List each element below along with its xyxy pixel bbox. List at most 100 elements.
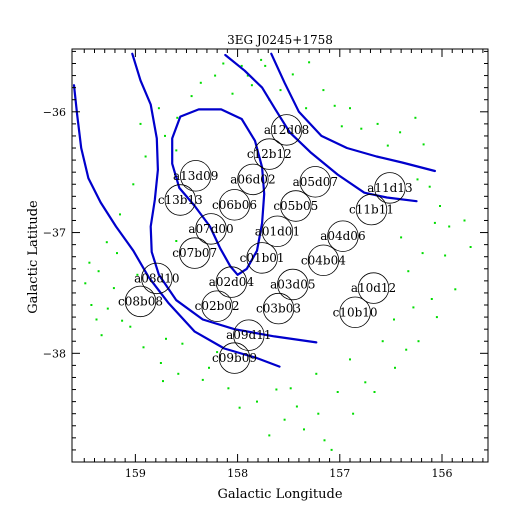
field-circle	[374, 172, 406, 204]
data-point	[88, 261, 91, 264]
data-point	[139, 122, 142, 125]
field-label: a03d05	[270, 278, 315, 292]
field-circle	[215, 266, 248, 298]
field-marker: c08b08	[118, 285, 163, 318]
field-circle	[201, 290, 233, 322]
field-marker: a03d05	[270, 268, 315, 301]
data-point	[238, 406, 241, 409]
contour-line	[270, 52, 436, 173]
field-label: c06b06	[212, 198, 257, 212]
field-label: a01d01	[255, 224, 300, 238]
data-point	[97, 270, 100, 273]
field-circle	[357, 272, 390, 304]
data-point	[157, 107, 160, 110]
data-point	[323, 439, 326, 442]
data-point	[176, 116, 179, 119]
data-point	[275, 388, 278, 391]
data-point	[279, 89, 282, 92]
field-label: c12b12	[247, 147, 292, 161]
data-point	[444, 254, 447, 257]
data-point	[405, 348, 408, 351]
data-point	[250, 84, 253, 87]
x-tick-label: 157	[329, 467, 350, 480]
data-point	[121, 319, 124, 322]
data-point	[177, 372, 180, 375]
data-point	[199, 81, 202, 84]
data-point	[454, 288, 457, 291]
field-marker: a04d06	[320, 220, 366, 252]
data-point	[463, 219, 466, 222]
data-point	[264, 64, 267, 67]
data-point	[119, 213, 121, 216]
data-point	[181, 342, 184, 345]
contour-line	[131, 52, 318, 344]
x-tick-label: 158	[227, 467, 248, 480]
data-point	[289, 387, 292, 390]
data-point	[364, 381, 367, 384]
data-point	[400, 236, 403, 239]
data-point	[84, 282, 87, 285]
field-label: c07b07	[172, 246, 217, 260]
field-marker: a12d08	[264, 114, 309, 146]
data-point	[165, 337, 167, 340]
data-point	[175, 240, 178, 242]
plot-frame	[71, 48, 489, 463]
field-circle	[195, 213, 227, 245]
y-tick-label: −36	[43, 106, 66, 119]
field-circle	[178, 237, 211, 269]
data-point	[201, 378, 204, 381]
data-point	[399, 131, 402, 134]
data-point	[90, 304, 93, 306]
data-point	[407, 270, 410, 273]
field-marker: c03b03	[256, 292, 301, 325]
data-point	[373, 391, 376, 393]
field-label: c03b03	[256, 302, 301, 316]
contour-line	[171, 108, 266, 276]
data-point	[360, 127, 363, 130]
field-marker: c07b07	[172, 237, 217, 269]
field-circle	[179, 160, 212, 192]
field-circle	[277, 268, 309, 301]
data-point	[376, 122, 379, 125]
data-point	[386, 144, 389, 147]
field-label: a09d11	[226, 328, 271, 342]
field-circle	[218, 189, 251, 221]
field-circle	[218, 342, 251, 374]
field-label: c08b08	[118, 294, 163, 308]
field-marker: a09d11	[226, 319, 271, 351]
field-marker: c10b10	[333, 296, 378, 329]
field-label: a05d07	[293, 175, 338, 189]
data-point	[216, 351, 219, 354]
data-point	[231, 92, 234, 95]
field-circle	[164, 184, 197, 216]
field-circle	[299, 166, 332, 198]
x-tick-label: 159	[125, 467, 146, 480]
data-point	[295, 405, 298, 408]
field-marker: a02d04	[209, 266, 254, 298]
data-point	[129, 325, 132, 328]
field-marker: a11d13	[367, 172, 413, 204]
data-point	[305, 107, 308, 110]
chart-title: 3EG J0245+1758	[227, 33, 333, 47]
data-point	[421, 252, 424, 255]
data-point	[260, 58, 263, 61]
data-point	[162, 380, 164, 383]
field-circle	[307, 244, 340, 276]
field-marker: a13d09	[173, 160, 218, 192]
data-point	[428, 185, 431, 188]
field-marker: a07d00	[188, 213, 234, 245]
data-point	[349, 107, 351, 110]
field-circle	[339, 296, 371, 329]
ticks-layer: 159 158 157 156 −36 −37 −38	[43, 49, 488, 480]
data-point	[414, 116, 417, 119]
field-marker: a10d12	[351, 272, 396, 304]
data-point	[164, 134, 166, 137]
data-point	[144, 155, 147, 158]
field-marker: c12b12	[247, 138, 292, 170]
field-circle	[233, 319, 265, 351]
data-point	[439, 205, 441, 207]
field-marker: c02b02	[195, 290, 240, 322]
data-point	[393, 318, 395, 321]
field-marker: c13b13	[158, 184, 203, 216]
fields-layer: a12d08 c12b12 a13d09 a06d02 a05d07 a11d13 c13b…	[118, 114, 413, 374]
